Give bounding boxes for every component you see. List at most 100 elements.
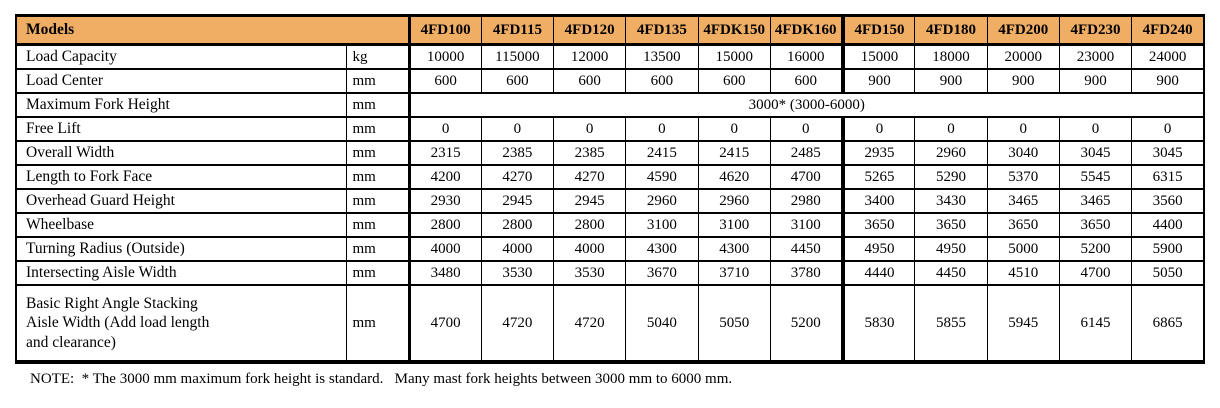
value-cell: 15000 xyxy=(840,43,916,70)
value-cell: 4950 xyxy=(840,236,916,262)
model-header-row: Models 4FD100 4FD115 4FD120 4FD135 4FDK150 4F… xyxy=(15,14,1205,46)
table-row: Intersecting Aisle Width mm 3480 3530 3530 36… xyxy=(15,260,1205,286)
model-header: 4FDK160 xyxy=(769,14,844,46)
value-cell: 4000 xyxy=(553,236,627,262)
table-row: Load Center mm 600 600 600 600 600 600 900 900 900… xyxy=(15,68,1205,94)
value-cell: 3100 xyxy=(625,212,699,238)
value-cell: 5545 xyxy=(1058,164,1133,190)
value-cell: 4300 xyxy=(625,236,699,262)
value-cell: 3710 xyxy=(697,260,771,286)
page-edge-artifact: E xyxy=(0,405,3,408)
unit-cell: mm xyxy=(345,140,410,166)
value-cell: 600 xyxy=(769,68,844,94)
value-cell: 4270 xyxy=(480,164,555,190)
value-cell: 5040 xyxy=(625,284,699,363)
spec-label: Length to Fork Face xyxy=(15,164,347,190)
unit-cell: mm xyxy=(345,284,410,363)
value-cell: 2415 xyxy=(697,140,771,166)
value-cell: 5050 xyxy=(1131,260,1205,286)
value-cell: 13500 xyxy=(625,43,699,70)
spec-table: Models 4FD100 4FD115 4FD120 4FD135 4FDK150 4F… xyxy=(15,14,1205,364)
value-cell: 2960 xyxy=(625,188,699,214)
model-header: 4FD240 xyxy=(1131,14,1205,46)
value-cell: 4440 xyxy=(840,260,916,286)
unit-cell: mm xyxy=(345,212,410,238)
value-cell: 2800 xyxy=(407,212,482,238)
spec-label: Intersecting Aisle Width xyxy=(15,260,347,286)
value-cell: 15000 xyxy=(697,43,771,70)
value-cell: 2385 xyxy=(480,140,555,166)
value-cell: 2930 xyxy=(407,188,482,214)
table-row: Wheelbase mm 2800 2800 2800 3100 3100 3100 3650 3… xyxy=(15,212,1205,238)
model-header: 4FD200 xyxy=(986,14,1060,46)
table-row: Turning Radius (Outside) mm 4000 4000 4000 43… xyxy=(15,236,1205,262)
model-header: 4FD115 xyxy=(480,14,555,46)
value-cell: 3650 xyxy=(840,212,916,238)
unit-cell: mm xyxy=(345,188,410,214)
table-row: Free Lift mm 0 0 0 0 0 0 0 0 0 0 0 xyxy=(15,116,1205,142)
spec-label: Basic Right Angle Stacking Aisle Width (… xyxy=(15,284,347,363)
value-cell: 5265 xyxy=(840,164,916,190)
value-cell: 2935 xyxy=(840,140,916,166)
value-cell: 3430 xyxy=(914,188,988,214)
value-cell: 5000 xyxy=(986,236,1060,262)
value-cell: 4700 xyxy=(1058,260,1133,286)
value-cell: 900 xyxy=(1131,68,1205,94)
value-cell: 5050 xyxy=(697,284,771,363)
unit-cell: mm xyxy=(345,116,410,142)
value-cell: 6315 xyxy=(1131,164,1205,190)
value-cell: 3650 xyxy=(914,212,988,238)
spec-label: Free Lift xyxy=(15,116,347,142)
page: { "colors": { "header_bg": "#F0AE64", "g… xyxy=(0,14,1220,408)
value-cell: 0 xyxy=(480,116,555,142)
value-cell: 3650 xyxy=(986,212,1060,238)
value-cell: 600 xyxy=(553,68,627,94)
value-cell: 2415 xyxy=(625,140,699,166)
value-cell: 3465 xyxy=(986,188,1060,214)
value-cell: 3400 xyxy=(840,188,916,214)
value-cell: 2980 xyxy=(769,188,844,214)
spec-label: Turning Radius (Outside) xyxy=(15,236,347,262)
value-cell: 4510 xyxy=(986,260,1060,286)
value-cell: 2945 xyxy=(553,188,627,214)
value-cell: 0 xyxy=(914,116,988,142)
model-header: 4FD150 xyxy=(840,14,916,46)
table-row: Basic Right Angle Stacking Aisle Width (… xyxy=(15,284,1205,363)
value-cell: 600 xyxy=(407,68,482,94)
value-cell: 3650 xyxy=(1058,212,1133,238)
value-cell: 5370 xyxy=(986,164,1060,190)
spec-label: Overhead Guard Height xyxy=(15,188,347,214)
value-cell: 5855 xyxy=(914,284,988,363)
spec-label: Overall Width xyxy=(15,140,347,166)
spec-table-body: Load Capacity kg 10000 115000 12000 13500 1500… xyxy=(15,43,1205,363)
model-header: 4FDK150 xyxy=(697,14,771,46)
table-row: Maximum Fork Height mm 3000* (3000-6000) xyxy=(15,92,1205,118)
value-cell: 2800 xyxy=(553,212,627,238)
value-cell: 115000 xyxy=(480,43,555,70)
value-cell: 600 xyxy=(625,68,699,94)
unit-cell: mm xyxy=(345,92,410,118)
value-cell: 3560 xyxy=(1131,188,1205,214)
value-cell: 20000 xyxy=(986,43,1060,70)
unit-cell: mm xyxy=(345,68,410,94)
value-cell: 3780 xyxy=(769,260,844,286)
value-cell: 5200 xyxy=(769,284,844,363)
unit-cell: kg xyxy=(345,43,410,70)
value-cell: 900 xyxy=(1058,68,1133,94)
value-cell: 3100 xyxy=(697,212,771,238)
value-cell: 3045 xyxy=(1058,140,1133,166)
spec-label: Maximum Fork Height xyxy=(15,92,347,118)
value-cell: 4400 xyxy=(1131,212,1205,238)
value-cell: 4620 xyxy=(697,164,771,190)
value-cell: 4700 xyxy=(769,164,844,190)
spec-label: Load Center xyxy=(15,68,347,94)
value-cell: 6145 xyxy=(1058,284,1133,363)
value-cell: 900 xyxy=(986,68,1060,94)
value-cell: 4720 xyxy=(480,284,555,363)
value-cell: 2385 xyxy=(553,140,627,166)
value-cell: 4590 xyxy=(625,164,699,190)
value-cell: 4450 xyxy=(914,260,988,286)
unit-cell: mm xyxy=(345,260,410,286)
model-header: 4FD135 xyxy=(625,14,699,46)
value-cell: 2960 xyxy=(697,188,771,214)
